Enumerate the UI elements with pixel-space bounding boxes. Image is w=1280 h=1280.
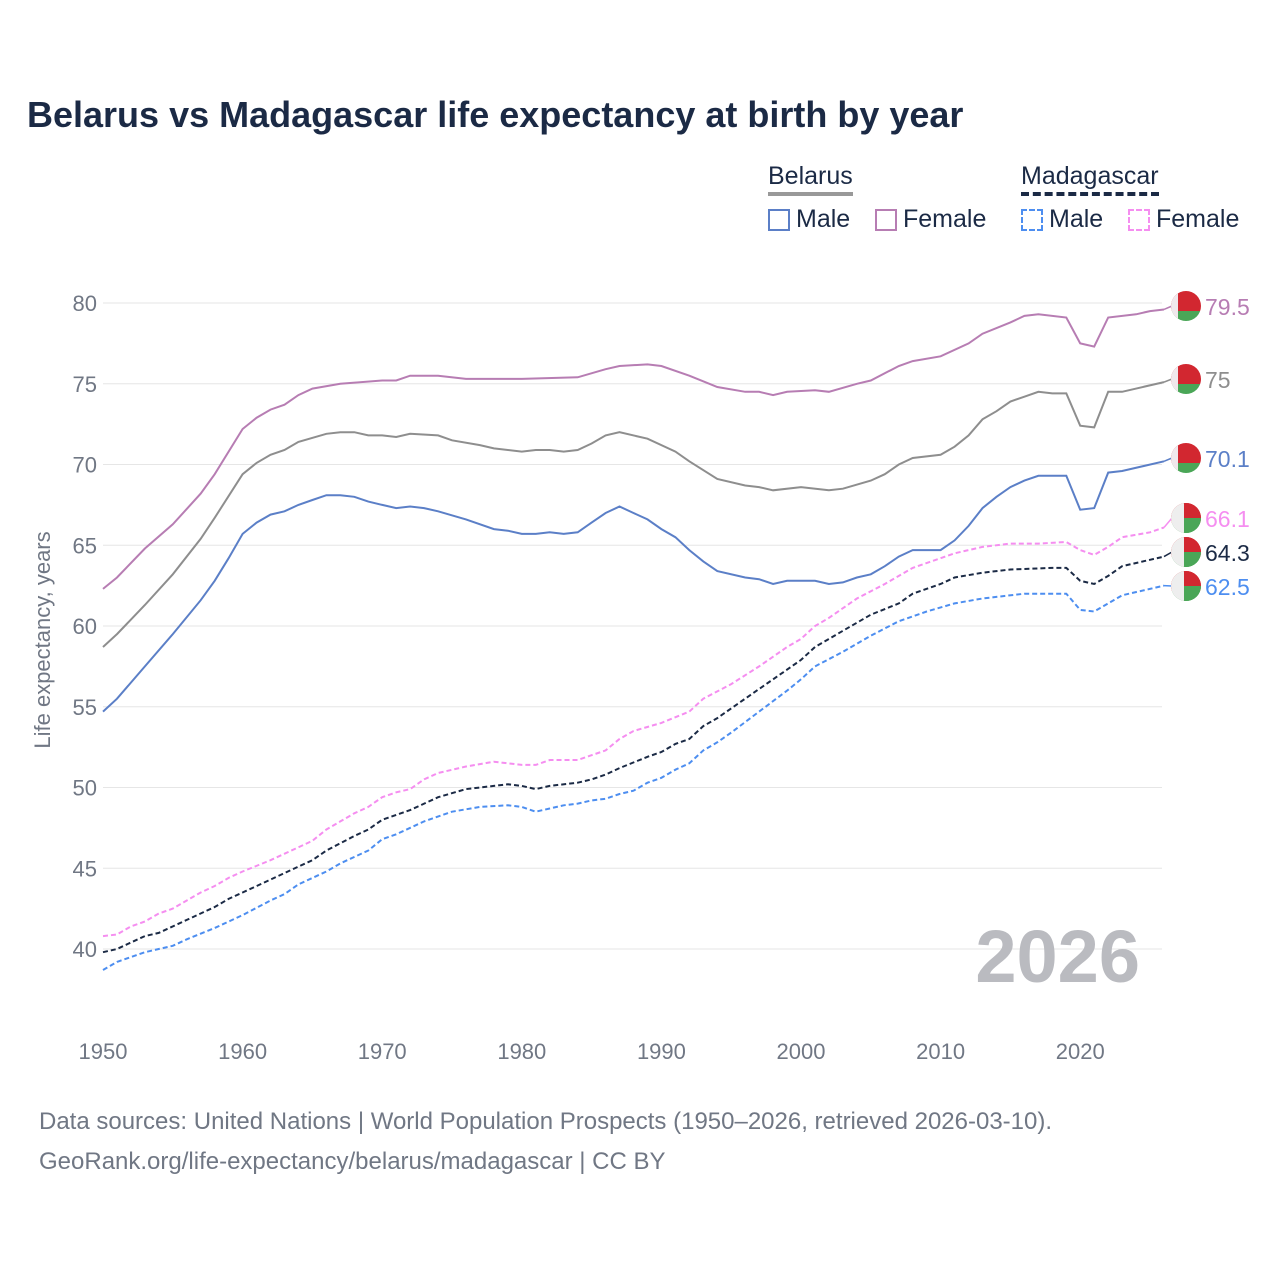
end-value-label: 66.1 [1205,506,1250,532]
y-tick-label: 45 [73,856,97,881]
legend-group-label: Belarus [768,162,853,190]
flag-icon [1171,571,1201,601]
legend-swatch [1128,208,1150,231]
series-line-belarus-female [102,308,1165,590]
legend-swatch [875,208,897,231]
end-connector [1163,457,1173,462]
flag-icon [1171,443,1201,473]
legend-swatch [768,208,790,231]
end-connector [1163,378,1173,383]
flag-icon [1171,503,1201,533]
end-connector [1163,517,1173,528]
legend-group-label: Madagascar [1021,162,1159,190]
legend-label: Male [1049,205,1104,233]
y-axis-label: Life expectancy, years [30,531,55,748]
x-tick-label: 1980 [497,1039,546,1064]
chart-title: Belarus vs Madagascar life expectancy at… [27,94,964,135]
x-tick-label: 1990 [637,1039,686,1064]
legend-label: Female [903,205,987,233]
y-tick-label: 75 [73,372,97,397]
end-connector [1163,305,1173,311]
series-line-belarus-male [102,460,1165,713]
flag-icon [1171,364,1201,394]
x-tick-label: 2000 [777,1039,826,1064]
x-tick-label: 1950 [79,1039,128,1064]
y-tick-label: 70 [73,453,97,478]
series-line-madagascar-female [102,526,1165,938]
legend-label: Male [796,205,851,233]
flag-icon [1171,291,1201,321]
x-tick-label: 1970 [358,1039,407,1064]
x-tick-label: 2020 [1056,1039,1105,1064]
end-value-label: 62.5 [1205,574,1250,600]
year-watermark: 2026 [975,915,1140,998]
series-line-madagascar-male [102,584,1165,971]
legend-item-madagascar-female[interactable]: Female [1128,205,1239,234]
flag-icon [1171,537,1201,567]
legend-item-belarus-male[interactable]: Male [768,205,850,234]
series-line-belarus [102,381,1165,648]
series-line-madagascar [102,555,1165,954]
legend-group-belarus: Belarus [768,162,853,196]
y-tick-label: 80 [73,291,97,316]
x-tick-label: 1960 [218,1039,267,1064]
y-tick-label: 60 [73,614,97,639]
legend-item-belarus-female[interactable]: Female [875,205,986,234]
y-tick-label: 50 [73,776,97,801]
legend-item-madagascar-male[interactable]: Male [1021,205,1103,234]
y-tick-label: 65 [73,533,97,558]
end-value-label: 75 [1205,367,1231,393]
legend-swatch [1021,208,1043,231]
end-connector [1163,551,1173,558]
legend-group-madagascar: Madagascar [1021,162,1159,196]
source-line-1: Data sources: United Nations | World Pop… [39,1108,1053,1135]
y-tick-label: 40 [73,937,97,962]
source-line-2[interactable]: GeoRank.org/life-expectancy/belarus/mada… [39,1148,666,1175]
end-value-label: 70.1 [1205,446,1250,472]
y-tick-label: 55 [73,695,97,720]
end-value-label: 79.5 [1205,294,1250,320]
legend-label: Female [1156,205,1240,233]
end-value-label: 64.3 [1205,540,1250,566]
x-tick-label: 2010 [916,1039,965,1064]
